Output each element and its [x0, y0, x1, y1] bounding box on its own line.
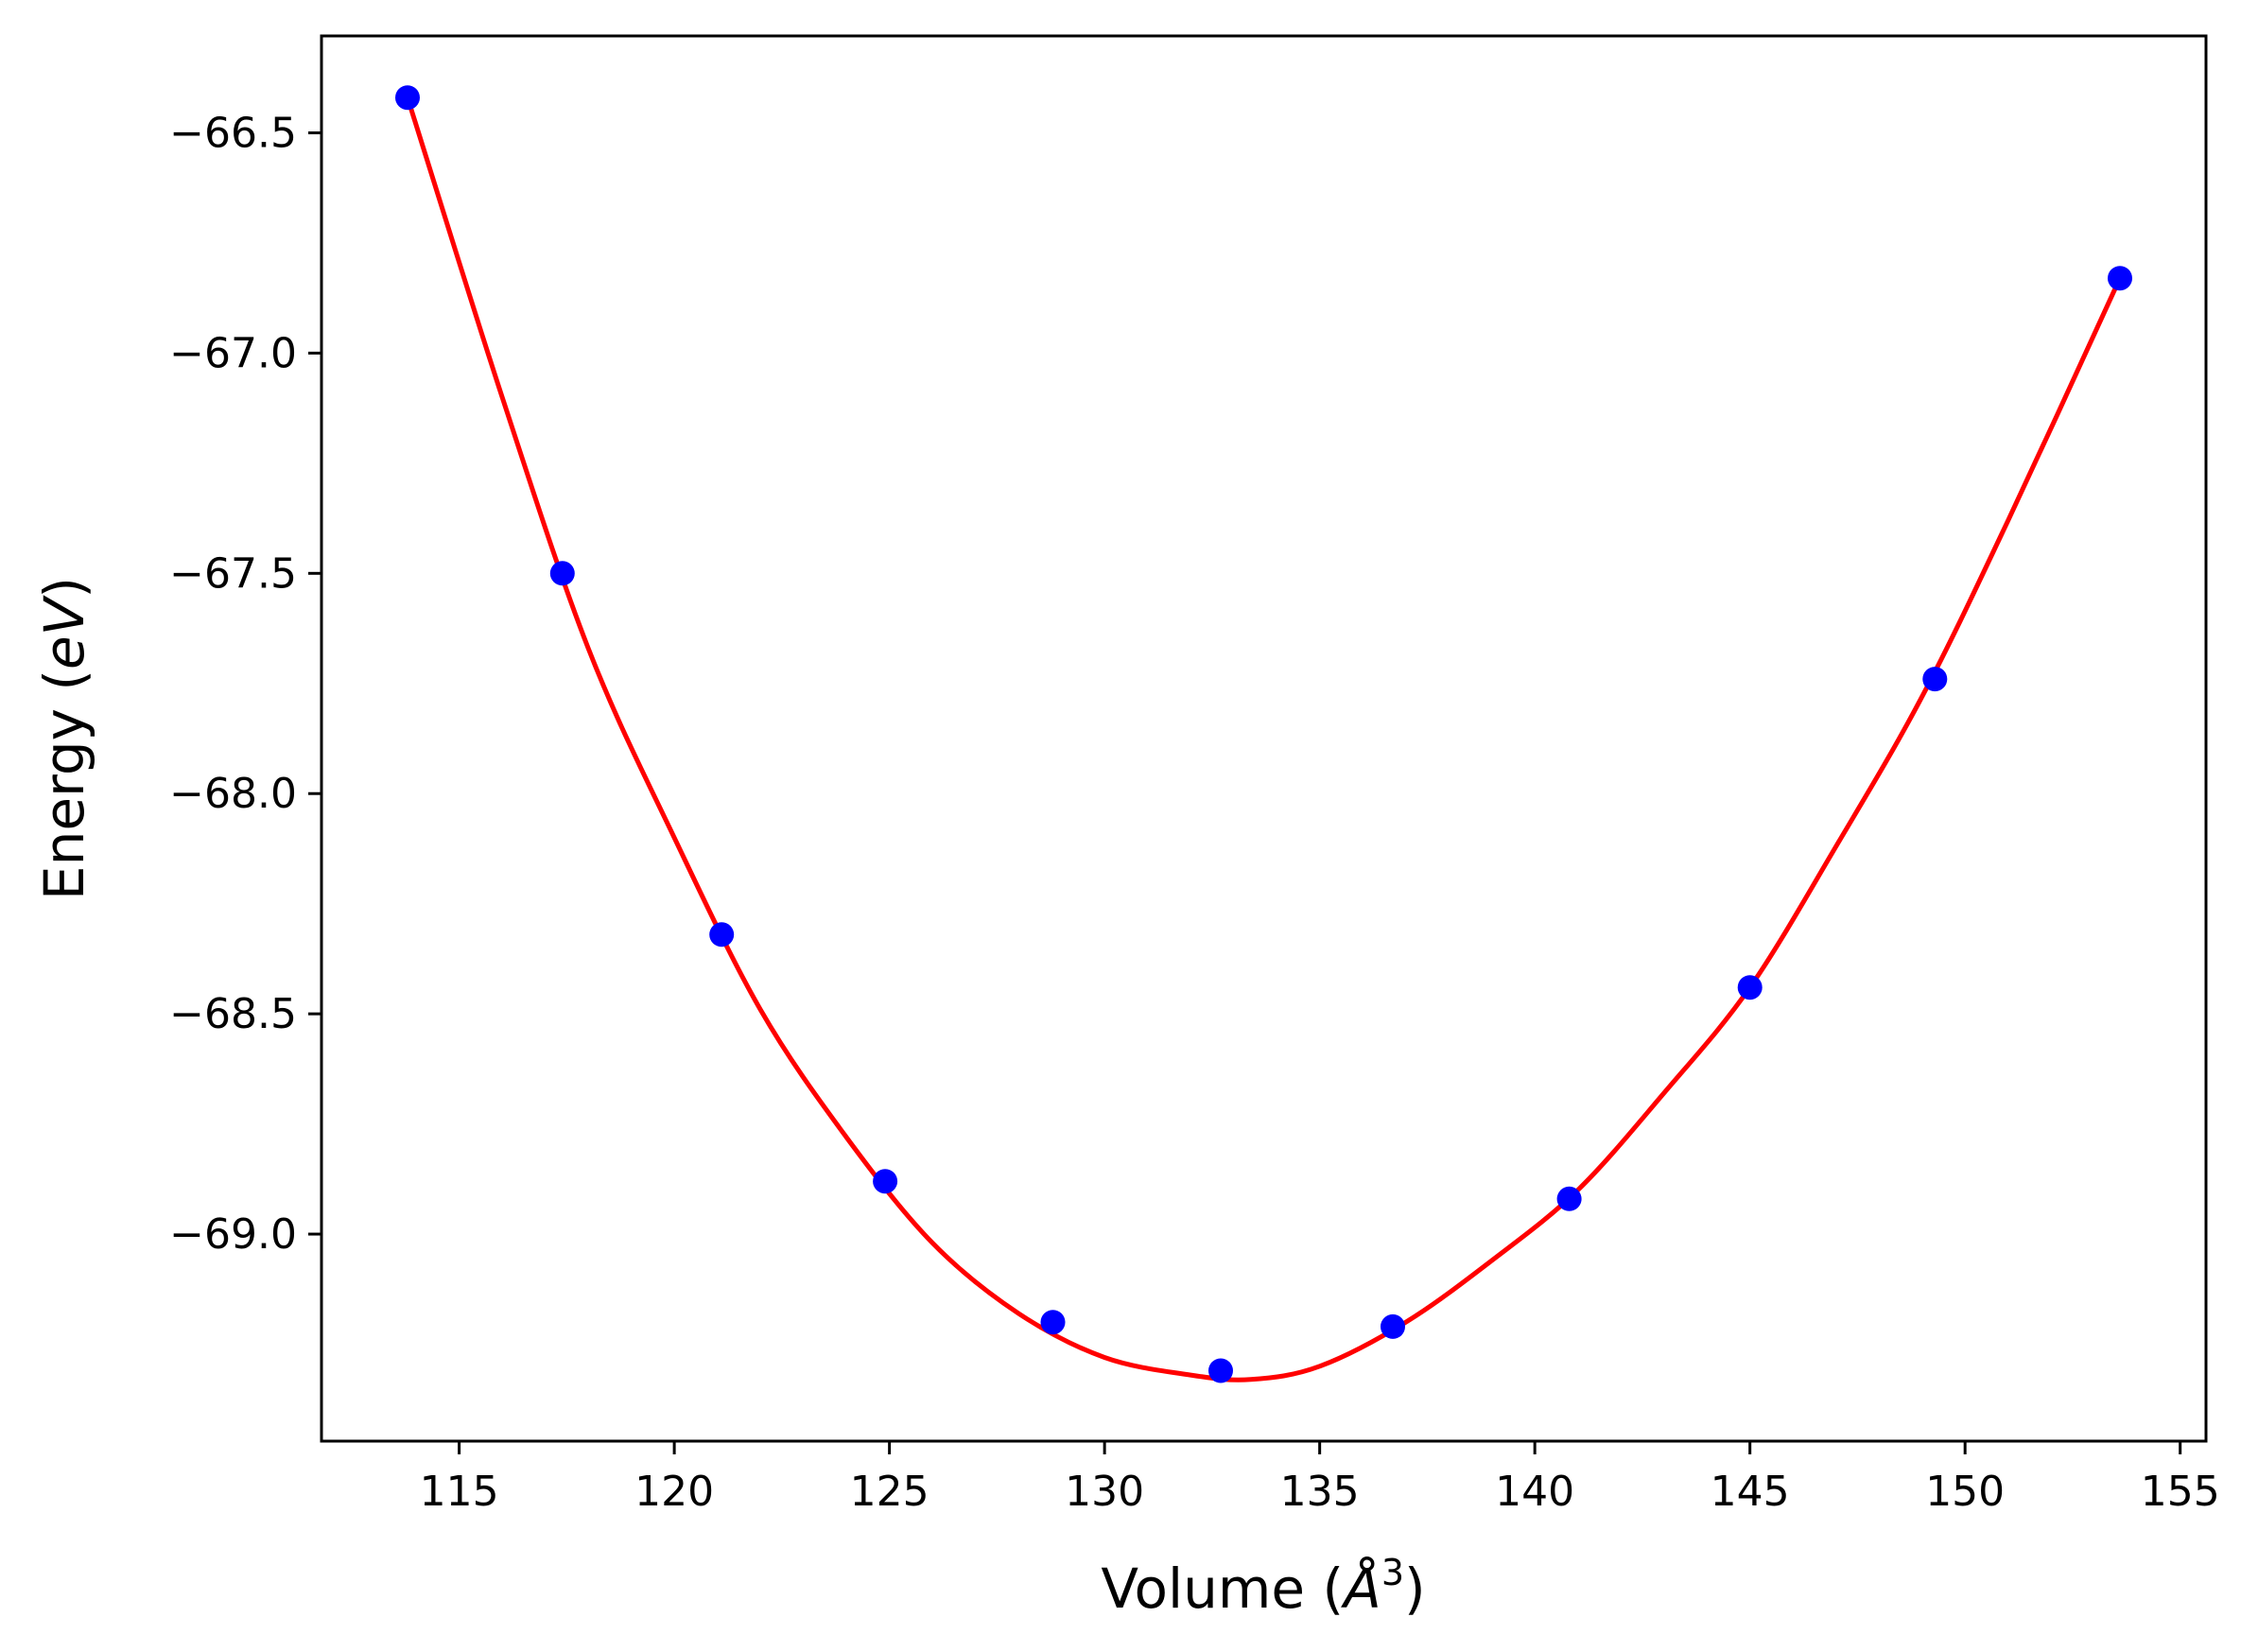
- x-tick-label: 115: [420, 1468, 499, 1516]
- data-points-layer: [395, 85, 2132, 1383]
- data-point: [1040, 1310, 1066, 1335]
- x-axis-label-prefix: Volume (: [1101, 1556, 1344, 1621]
- y-tick-label: −68.5: [169, 990, 297, 1038]
- y-axis-label-unit: eV: [32, 594, 96, 669]
- y-tick-label: −67.0: [169, 329, 297, 377]
- data-point: [1556, 1186, 1582, 1211]
- x-tick-label: 145: [1711, 1468, 1790, 1516]
- data-point: [549, 561, 575, 586]
- data-point: [395, 85, 420, 111]
- x-axis-label: Volume (Å3): [1101, 1552, 1425, 1621]
- y-axis-label-prefix: Energy (: [32, 669, 96, 900]
- x-tick-label: 140: [1495, 1468, 1574, 1516]
- y-axis-label: Energy (eV): [32, 577, 96, 900]
- data-point: [873, 1169, 898, 1194]
- data-point: [2108, 266, 2132, 291]
- plot-area: [321, 36, 2206, 1441]
- fit-curve-layer: [405, 96, 2123, 1382]
- data-point: [1381, 1313, 1405, 1339]
- x-tick-label: 125: [850, 1468, 929, 1516]
- data-point: [1922, 667, 1948, 692]
- data-point: [1737, 975, 1763, 1000]
- x-tick-label: 155: [2141, 1468, 2220, 1516]
- x-tick-label: 120: [634, 1468, 714, 1516]
- y-tick-label: −67.5: [169, 549, 297, 598]
- y-tick-label: −69.0: [169, 1210, 297, 1259]
- x-tick-label: 150: [1925, 1468, 2005, 1516]
- x-axis-label-suffix: ): [1404, 1556, 1426, 1621]
- fit-curve-line: [405, 96, 2123, 1382]
- x-axis-ticks: 115 120 125 130 135 140 145 150 155: [420, 1441, 2220, 1516]
- data-point: [709, 922, 735, 948]
- y-axis-label-suffix: ): [32, 577, 96, 599]
- y-tick-label: −66.5: [169, 109, 297, 157]
- x-tick-label: 135: [1280, 1468, 1360, 1516]
- y-axis-ticks: −66.5 −67.0 −67.5 −68.0 −68.5 −69.0: [169, 109, 321, 1259]
- y-tick-label: −68.0: [169, 770, 297, 818]
- x-tick-label: 130: [1065, 1468, 1144, 1516]
- x-axis-label-unit: Å: [1340, 1556, 1381, 1621]
- data-point: [1208, 1358, 1233, 1383]
- x-axis-label-exponent: 3: [1381, 1552, 1404, 1593]
- plot-frame: [320, 34, 2208, 1443]
